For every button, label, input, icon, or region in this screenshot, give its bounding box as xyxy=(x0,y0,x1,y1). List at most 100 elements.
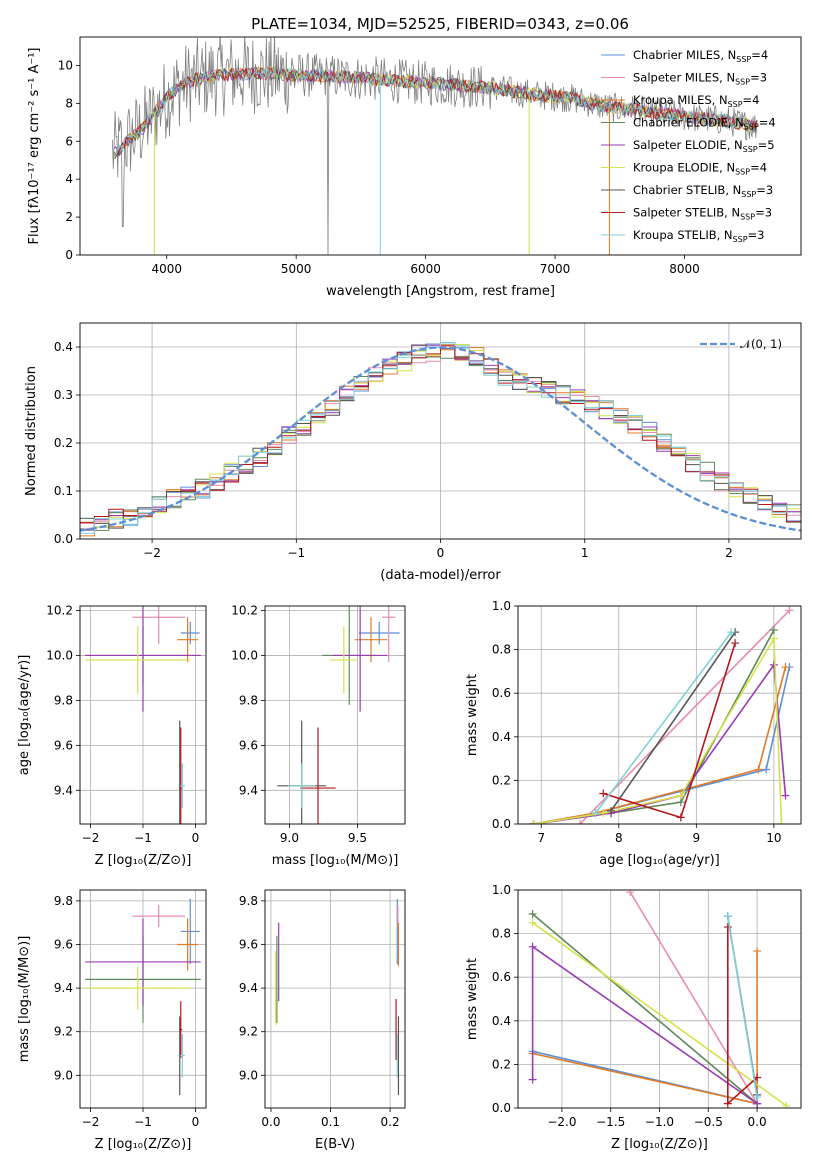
ticks: 9.0 9.5 9.4 9.6 9.8 10.0 10.2 xyxy=(231,603,367,845)
histogram-salpeter-stelib xyxy=(80,344,801,523)
weight-marker xyxy=(723,1099,732,1108)
spectrum-panel: 4000 5000 6000 7000 8000 0 2 4 6 8 10 wavelength [A… xyxy=(27,36,802,299)
x-tick-label: 4000 xyxy=(151,262,182,276)
observed-spectrum-line xyxy=(112,37,757,255)
y-tick-label: 9.8 xyxy=(54,693,73,707)
y-tick-label: 0.0 xyxy=(492,1101,511,1115)
ticks: −2.0 −1.5 −1.0 −0.5 0.0 0.0 0.2 0.4 0.6 0.8 1.0 xyxy=(492,883,767,1129)
x-tick-label: −2.0 xyxy=(547,1115,576,1129)
weight-vs-age-panel: 7 8 9 10 0.0 0.2 0.4 0.6 0.8 1.0 age [log₁₀(age/yr… xyxy=(465,599,802,868)
plot-area xyxy=(85,606,201,824)
weight-marker xyxy=(727,628,736,637)
y-tick-label: 0.2 xyxy=(492,773,511,787)
x-tick-label: −2 xyxy=(82,1115,100,1129)
axes-frame xyxy=(79,605,207,825)
legend-entry: Kroupa MILES, NSSP=4 xyxy=(633,93,759,109)
weight-line-salpeter-miles xyxy=(629,891,758,1105)
legend-sub: SSP xyxy=(741,190,756,199)
x-tick-label: −1 xyxy=(134,1115,152,1129)
legend-label: Kroupa ELODIE, N xyxy=(633,161,735,175)
ticks: −2 −1 0 9.4 9.6 9.8 10.0 10.2 xyxy=(46,603,199,845)
weight-marker xyxy=(528,918,537,927)
grid xyxy=(518,605,801,825)
plot-area xyxy=(528,890,791,1108)
axes-frame xyxy=(517,605,802,825)
y-tick-label: 9.4 xyxy=(239,981,258,995)
model-spectrum-kroupa-stelib xyxy=(113,67,758,157)
legend-sub: SSP xyxy=(735,78,750,87)
histogram-kroupa-stelib xyxy=(80,341,801,534)
weight-marker xyxy=(723,912,732,921)
x-tick-label: 9 xyxy=(693,831,701,845)
legend-entry: Salpeter ELODIE, NSSP=5 xyxy=(633,138,775,154)
y-tick-label: 0.8 xyxy=(492,643,511,657)
x-tick-label: 9.0 xyxy=(280,831,299,845)
y-tick-label: 0 xyxy=(65,248,73,262)
weight-marker xyxy=(676,813,685,822)
axes-frame xyxy=(79,36,802,256)
chart-title: PLATE=1034, MJD=52525, FIBERID=0343, z=0… xyxy=(251,15,629,33)
legend-suffix: =4 xyxy=(750,161,767,175)
legend-suffix: =3 xyxy=(748,228,765,242)
weight-marker xyxy=(785,606,794,615)
legend-suffix: =3 xyxy=(756,183,773,197)
weight-marker xyxy=(528,1075,537,1084)
y-tick-label: 0.6 xyxy=(492,686,511,700)
model-spectrum-chabrier-stelib xyxy=(113,66,758,159)
y-tick-label: 0.4 xyxy=(492,1014,511,1028)
weight-marker xyxy=(599,809,608,818)
y-tick-label: 0.6 xyxy=(492,970,511,984)
x-tick-label: 0.2 xyxy=(381,1115,400,1129)
plot-area xyxy=(277,606,400,824)
ticks: −2 −1 0 1 2 0.0 0.1 0.2 0.3 0.4 xyxy=(54,340,733,560)
weight-line-kroupa-stelib xyxy=(594,631,732,814)
y-tick-label: 9.8 xyxy=(239,894,258,908)
y-axis-label: mass weight xyxy=(465,958,480,1040)
plot-area xyxy=(275,898,400,1095)
legend-label: Salpeter STELIB, N xyxy=(633,206,740,220)
weight-marker xyxy=(777,820,786,824)
y-axis-label: age [log₁₀(age/yr)] xyxy=(17,655,32,776)
y-tick-label: 9.2 xyxy=(239,1025,258,1039)
y-tick-label: 4 xyxy=(65,172,73,186)
weight-marker xyxy=(769,660,778,669)
legend: 𝒩(0, 1) xyxy=(700,337,782,351)
y-tick-label: 9.2 xyxy=(54,1025,73,1039)
weight-line-chabrier-elodie xyxy=(532,913,758,1105)
weight-line-chabrier-elodie xyxy=(533,629,775,824)
y-tick-label: 9.6 xyxy=(239,738,258,752)
y-tick-label: 0.0 xyxy=(492,817,511,831)
x-axis-label: mass [log₁₀(M/M⊙)] xyxy=(272,853,399,868)
x-tick-label: −2 xyxy=(82,831,100,845)
y-tick-label: 0.2 xyxy=(54,436,73,450)
weight-marker xyxy=(723,923,732,932)
legend-suffix: =4 xyxy=(743,93,760,107)
x-tick-label: 8 xyxy=(615,831,623,845)
y-axis-label: Normed distribution xyxy=(24,366,39,496)
x-tick-label: 7 xyxy=(537,831,545,845)
weight-marker xyxy=(781,791,790,800)
legend-sub: SSP xyxy=(736,55,751,64)
y-tick-label: 10.2 xyxy=(231,603,258,617)
residual-histogram-panel: −2 −1 0 1 2 0.0 0.1 0.2 0.3 0.4 (data-model)/error… xyxy=(24,322,802,583)
x-tick-label: −1.5 xyxy=(596,1115,625,1129)
legend-sub: SSP xyxy=(728,100,743,109)
weight-marker xyxy=(626,890,635,897)
plot-area xyxy=(85,898,201,1095)
ticks: −2 −1 0 9.0 9.2 9.4 9.6 9.8 xyxy=(54,894,199,1129)
y-tick-label: 1.0 xyxy=(492,883,511,897)
legend-entry: Salpeter STELIB, NSSP=3 xyxy=(633,206,772,222)
legend-suffix: =3 xyxy=(750,71,767,85)
age-vs-mass-panel: 9.0 9.5 9.4 9.6 9.8 10.0 10.2 mass [log₁₀(M/M⊙)… xyxy=(231,603,406,868)
legend-sub: SSP xyxy=(740,213,755,222)
x-tick-label: 0.1 xyxy=(321,1115,340,1129)
y-tick-label: 9.8 xyxy=(54,894,73,908)
legend-entry: Chabrier STELIB, NSSP=3 xyxy=(633,183,773,199)
legend-sub: SSP xyxy=(744,123,759,132)
mass-vs-metallicity-panel: −2 −1 0 9.0 9.2 9.4 9.6 9.8 Z [log₁₀(Z/Z⊙)] mass … xyxy=(17,889,207,1152)
weight-marker xyxy=(769,634,778,643)
x-tick-label: −1 xyxy=(287,546,305,560)
weight-marker xyxy=(528,909,537,918)
weight-marker xyxy=(754,765,763,774)
